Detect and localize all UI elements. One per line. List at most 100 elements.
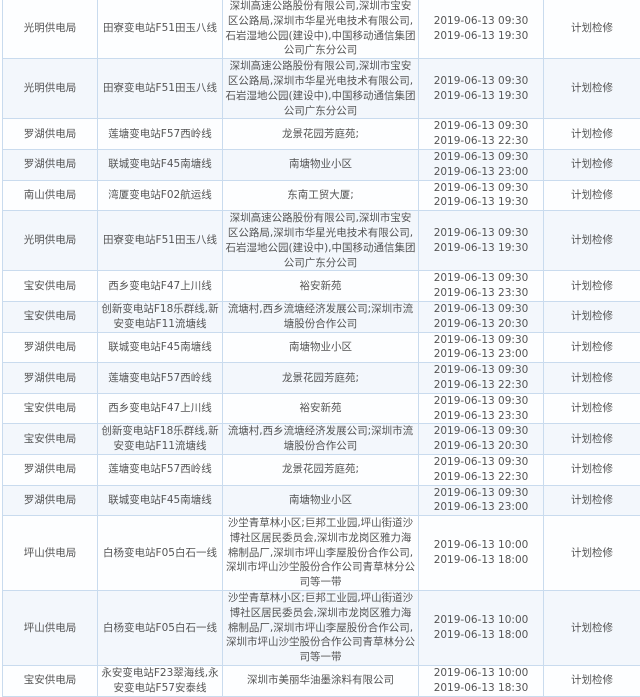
bureau-cell: 罗湖供电局 bbox=[3, 149, 98, 180]
end-time: 2019-06-13 23:30 bbox=[421, 409, 541, 424]
line-cell: 创新变电站F18乐群线,新安变电站F11流塘线 bbox=[98, 424, 223, 455]
end-time: 2019-06-13 19:30 bbox=[421, 241, 541, 256]
type-cell: 计划检修 bbox=[544, 363, 640, 394]
area-cell: 东南工贸大厦; bbox=[223, 180, 419, 211]
area-cell: 裕安新苑 bbox=[223, 393, 419, 424]
table-row: 光明供电局田寮变电站F51田玉八线深圳高速公路股份有限公司,深圳市宝安区公路局,… bbox=[3, 0, 640, 59]
type-cell: 计划检修 bbox=[544, 180, 640, 211]
line-cell: 莲塘变电站F57西岭线 bbox=[98, 363, 223, 394]
bureau-cell: 南山供电局 bbox=[3, 180, 98, 211]
start-time: 2019-06-13 09:30 bbox=[421, 455, 541, 470]
line-cell: 莲塘变电站F57西岭线 bbox=[98, 119, 223, 150]
type-cell: 计划检修 bbox=[544, 666, 640, 697]
area-cell: 龙景花园芳庭苑; bbox=[223, 363, 419, 394]
type-cell: 计划检修 bbox=[544, 516, 640, 591]
line-cell: 田寮变电站F51田玉八线 bbox=[98, 0, 223, 59]
type-cell: 计划检修 bbox=[544, 485, 640, 516]
line-cell: 白杨变电站F05白石一线 bbox=[98, 516, 223, 591]
bureau-cell: 坪山供电局 bbox=[3, 516, 98, 591]
start-time: 2019-06-13 09:30 bbox=[421, 119, 541, 134]
start-time: 2019-06-13 09:30 bbox=[421, 74, 541, 89]
bureau-cell: 光明供电局 bbox=[3, 0, 98, 59]
end-time: 2019-06-13 23:00 bbox=[421, 500, 541, 515]
line-cell: 创新变电站F18乐群线,新安变电站F11流塘线 bbox=[98, 301, 223, 332]
start-time: 2019-06-13 09:30 bbox=[421, 226, 541, 241]
area-cell: 深圳高速公路股份有限公司,深圳市宝安区公路局,深圳市华星光电技术有限公司,石岩湿… bbox=[223, 211, 419, 271]
area-cell: 深圳高速公路股份有限公司,深圳市宝安区公路局,深圳市华星光电技术有限公司,石岩湿… bbox=[223, 59, 419, 119]
area-cell: 龙景花园芳庭苑; bbox=[223, 454, 419, 485]
area-cell: 深圳市美丽华油墨涂料有限公司 bbox=[223, 666, 419, 697]
end-time: 2019-06-13 22:30 bbox=[421, 134, 541, 149]
line-cell: 田寮变电站F51田玉八线 bbox=[98, 211, 223, 271]
bureau-cell: 宝安供电局 bbox=[3, 666, 98, 697]
table-row: 宝安供电局创新变电站F18乐群线,新安变电站F11流塘线流塘村,西乡流塘经济发展… bbox=[3, 424, 640, 455]
start-time: 2019-06-13 09:30 bbox=[421, 424, 541, 439]
bureau-cell: 罗湖供电局 bbox=[3, 332, 98, 363]
start-time: 2019-06-13 10:00 bbox=[421, 613, 541, 628]
start-time: 2019-06-13 09:30 bbox=[421, 363, 541, 378]
area-cell: 南塘物业小区 bbox=[223, 332, 419, 363]
type-cell: 计划检修 bbox=[544, 332, 640, 363]
bureau-cell: 宝安供电局 bbox=[3, 393, 98, 424]
type-cell: 计划检修 bbox=[544, 211, 640, 271]
table-row: 罗湖供电局莲塘变电站F57西岭线龙景花园芳庭苑;2019-06-13 09:30… bbox=[3, 119, 640, 150]
type-cell: 计划检修 bbox=[544, 301, 640, 332]
type-cell: 计划检修 bbox=[544, 149, 640, 180]
start-time: 2019-06-13 09:30 bbox=[421, 486, 541, 501]
type-cell: 计划检修 bbox=[544, 591, 640, 666]
bureau-cell: 罗湖供电局 bbox=[3, 454, 98, 485]
type-cell: 计划检修 bbox=[544, 393, 640, 424]
type-cell: 计划检修 bbox=[544, 119, 640, 150]
start-time: 2019-06-13 09:30 bbox=[421, 333, 541, 348]
area-cell: 龙景花园芳庭苑; bbox=[223, 119, 419, 150]
start-time: 2019-06-13 09:30 bbox=[421, 181, 541, 196]
bureau-cell: 坪山供电局 bbox=[3, 591, 98, 666]
start-time: 2019-06-13 09:30 bbox=[421, 302, 541, 317]
line-cell: 田寮变电站F51田玉八线 bbox=[98, 59, 223, 119]
table-row: 宝安供电局永安变电站F23翠海线,永安变电站F57安泰线深圳市美丽华油墨涂料有限… bbox=[3, 666, 640, 697]
area-cell: 沙坣青草林小区;巨邦工业园,坪山街道沙博社区居民委员会,深圳市龙岗区雅力海棉制品… bbox=[223, 591, 419, 666]
end-time: 2019-06-13 22:30 bbox=[421, 470, 541, 485]
table-row: 光明供电局田寮变电站F51田玉八线深圳高速公路股份有限公司,深圳市宝安区公路局,… bbox=[3, 211, 640, 271]
table-row: 罗湖供电局莲塘变电站F57西岭线龙景花园芳庭苑;2019-06-13 09:30… bbox=[3, 454, 640, 485]
table-row: 宝安供电局创新变电站F18乐群线,新安变电站F11流塘线流塘村,西乡流塘经济发展… bbox=[3, 301, 640, 332]
start-time: 2019-06-13 09:30 bbox=[421, 271, 541, 286]
line-cell: 联城变电站F45南塘线 bbox=[98, 149, 223, 180]
bureau-cell: 罗湖供电局 bbox=[3, 119, 98, 150]
type-cell: 计划检修 bbox=[544, 424, 640, 455]
line-cell: 白杨变电站F05白石一线 bbox=[98, 591, 223, 666]
type-cell: 计划检修 bbox=[544, 59, 640, 119]
bureau-cell: 宝安供电局 bbox=[3, 271, 98, 302]
start-time: 2019-06-13 09:30 bbox=[421, 394, 541, 409]
line-cell: 联城变电站F45南塘线 bbox=[98, 485, 223, 516]
end-time: 2019-06-13 19:30 bbox=[421, 29, 541, 44]
table-row: 罗湖供电局莲塘变电站F57西岭线龙景花园芳庭苑;2019-06-13 09:30… bbox=[3, 363, 640, 394]
area-cell: 南塘物业小区 bbox=[223, 485, 419, 516]
line-cell: 莲塘变电站F57西岭线 bbox=[98, 454, 223, 485]
start-time: 2019-06-13 09:30 bbox=[421, 150, 541, 165]
area-cell: 沙坣青草林小区;巨邦工业园,坪山街道沙博社区居民委员会,深圳市龙岗区雅力海棉制品… bbox=[223, 516, 419, 591]
table-row: 坪山供电局白杨变电站F05白石一线沙坣青草林小区;巨邦工业园,坪山街道沙博社区居… bbox=[3, 591, 640, 666]
type-cell: 计划检修 bbox=[544, 0, 640, 59]
end-time: 2019-06-13 19:30 bbox=[421, 195, 541, 210]
end-time: 2019-06-13 20:30 bbox=[421, 317, 541, 332]
